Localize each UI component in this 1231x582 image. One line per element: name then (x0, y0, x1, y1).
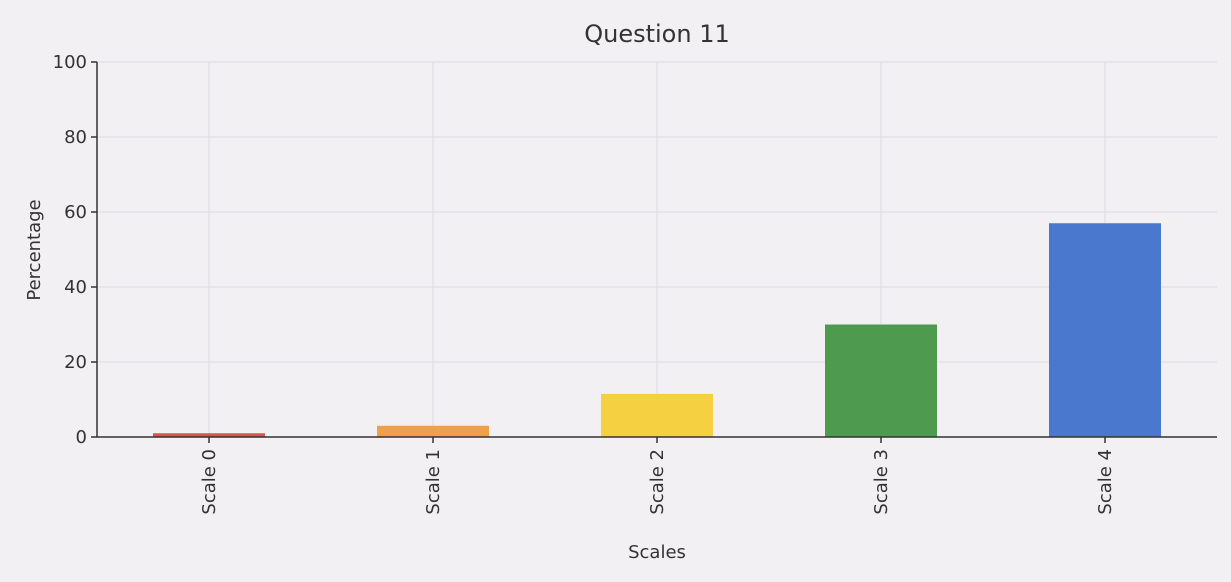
bar (1049, 223, 1161, 437)
y-tick-label: 0 (76, 427, 87, 448)
y-axis-label: Percentage (24, 199, 45, 300)
y-tick-label: 80 (64, 127, 87, 148)
bar (377, 425, 489, 437)
chart-title: Question 11 (584, 20, 730, 48)
bar (601, 393, 713, 437)
x-tick-label: Scale 1 (423, 449, 444, 515)
x-tick-label: Scale 0 (199, 449, 220, 515)
y-tick-label: 60 (64, 202, 87, 223)
x-tick-label: Scale 2 (647, 449, 668, 515)
bar (153, 433, 265, 437)
x-tick-label: Scale 3 (871, 449, 892, 515)
y-tick-label: 100 (53, 52, 87, 73)
bar (825, 324, 937, 437)
y-tick-label: 40 (64, 277, 87, 298)
y-tick-label: 20 (64, 352, 87, 373)
x-axis-label: Scales (628, 542, 686, 563)
x-tick-label: Scale 4 (1095, 449, 1116, 515)
